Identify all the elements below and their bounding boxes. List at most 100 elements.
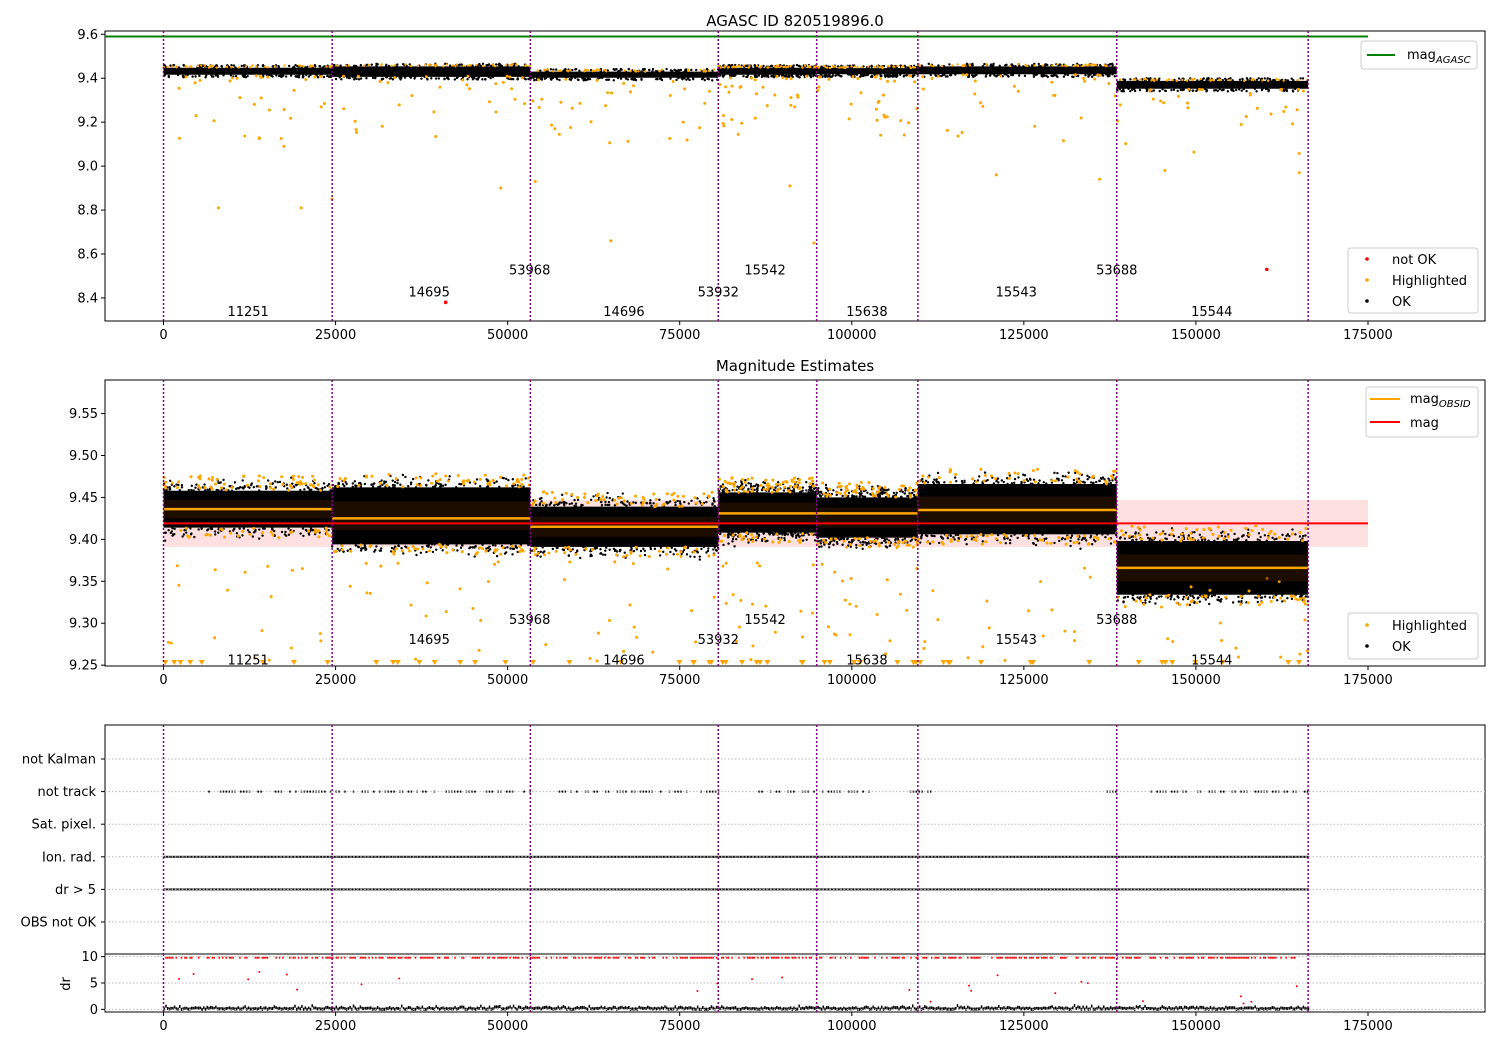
flag-point — [761, 790, 763, 793]
highlighted-point — [1072, 541, 1076, 545]
ok-point — [685, 553, 689, 556]
clipped-point-marker — [1135, 660, 1142, 665]
highlighted-point — [809, 65, 812, 69]
ok-point — [399, 483, 402, 486]
ok-point — [454, 486, 458, 489]
highlighted-point — [789, 64, 792, 68]
ok-point — [957, 536, 960, 540]
ok-point — [679, 68, 683, 72]
ok-point — [275, 74, 278, 77]
ok-point — [984, 75, 988, 78]
highlighted-point — [211, 64, 215, 68]
highlighted-point — [784, 479, 788, 483]
flag-point — [1299, 855, 1302, 858]
highlighted-point — [344, 64, 348, 67]
ok-point — [238, 527, 241, 530]
ok-point — [306, 65, 309, 69]
highlighted-point — [781, 481, 785, 485]
ok-point — [650, 504, 653, 507]
ok-point — [1196, 79, 1199, 82]
highlighted-point — [886, 79, 890, 83]
ok-point — [1233, 532, 1236, 536]
ok-point — [303, 488, 306, 491]
highlighted-point — [970, 534, 974, 538]
highlighted-point — [203, 485, 207, 489]
ok-point — [1242, 87, 1245, 91]
highlighted-point — [989, 474, 993, 478]
ok-point — [230, 489, 234, 492]
ok-point — [571, 68, 574, 72]
ok-point — [434, 77, 438, 80]
highlighted-point — [810, 532, 814, 536]
highlighted-point — [793, 476, 797, 480]
ok-point — [651, 70, 654, 73]
highlighted-point — [166, 640, 170, 644]
highlighted-point — [189, 475, 193, 479]
ok-point — [972, 482, 975, 485]
ok-point — [891, 75, 895, 78]
highlighted-point — [291, 478, 295, 482]
highlighted-point — [1127, 534, 1131, 538]
highlighted-point — [672, 498, 676, 502]
highlighted-point — [553, 496, 557, 500]
highlighted-point — [397, 103, 401, 107]
highlighted-point — [438, 477, 442, 481]
highlighted-point — [223, 535, 227, 539]
ok-point — [1032, 541, 1035, 545]
highlighted-point — [220, 486, 224, 490]
highlighted-point — [478, 477, 482, 481]
highlighted-point — [1120, 529, 1124, 533]
flag-point — [270, 888, 273, 891]
ok-point — [865, 541, 869, 545]
ok-point — [563, 504, 566, 507]
highlighted-point — [193, 81, 197, 85]
ok-point — [642, 547, 645, 550]
highlighted-point — [846, 65, 849, 68]
ok-point — [244, 75, 248, 79]
ok-point — [1089, 536, 1092, 539]
highlighted-point — [960, 131, 964, 135]
ok-point — [234, 66, 237, 69]
highlighted-point — [481, 547, 485, 551]
flag-point — [274, 888, 277, 891]
highlighted-point — [751, 486, 755, 490]
ok-point — [726, 536, 730, 539]
highlighted-point — [758, 564, 762, 568]
highlighted-point — [707, 69, 711, 73]
highlighted-point — [444, 474, 448, 478]
ok-point — [840, 75, 843, 78]
ok-point — [1290, 77, 1293, 80]
highlighted-point — [401, 485, 405, 489]
ok-point — [630, 77, 633, 81]
ok-point — [1013, 477, 1017, 481]
ok-point — [866, 73, 870, 76]
ok-point — [1056, 471, 1059, 475]
highlighted-point — [625, 554, 629, 558]
clipped-point-marker — [676, 660, 683, 665]
ok-point — [1146, 88, 1149, 91]
highlighted-point — [454, 65, 457, 68]
ok-point — [879, 73, 882, 76]
highlighted-point — [632, 84, 636, 88]
ok-point — [1245, 538, 1248, 542]
highlighted-point — [1195, 528, 1199, 532]
ok-point — [393, 480, 397, 484]
ok-point — [338, 76, 341, 79]
highlighted-point — [907, 121, 911, 125]
highlighted-point — [1258, 603, 1262, 607]
highlighted-point — [847, 117, 851, 121]
highlighted-point — [844, 485, 848, 489]
ok-point — [229, 74, 233, 77]
highlighted-point — [1189, 531, 1193, 535]
highlighted-point — [871, 487, 875, 491]
flag-point — [856, 855, 858, 858]
ok-point — [1030, 64, 1034, 67]
ok-point — [1160, 595, 1163, 598]
highlighted-point — [1042, 64, 1045, 67]
highlighted-point — [833, 570, 837, 574]
highlighted-point — [658, 69, 661, 73]
highlighted-point — [740, 538, 744, 542]
flag-point — [1156, 855, 1159, 858]
ok-point — [455, 544, 458, 547]
highlighted-point — [533, 499, 537, 503]
